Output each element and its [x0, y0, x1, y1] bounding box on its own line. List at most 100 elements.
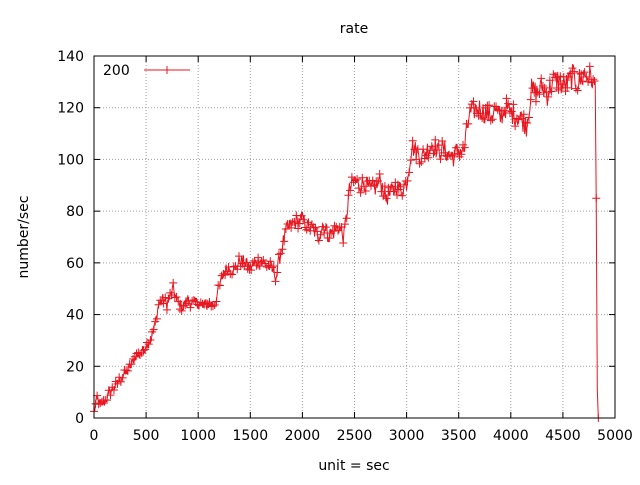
series-200-point [531, 97, 540, 106]
x-tick-label: 2000 [285, 428, 321, 444]
series-200-point [415, 159, 424, 168]
series-200-point [453, 149, 462, 158]
chart-title: rate [340, 21, 368, 37]
series-200-point [354, 184, 363, 193]
series-200-point [262, 262, 271, 271]
series-200-point [445, 150, 454, 159]
series-200-point [278, 245, 287, 254]
series-200-point [162, 305, 171, 314]
series-200-point [254, 253, 263, 262]
series-200-point [525, 113, 534, 122]
series-200-point [235, 252, 244, 261]
series-200-point [290, 217, 299, 226]
series-200-point [432, 145, 441, 154]
y-tick-label: 80 [66, 204, 84, 220]
series-200-point [391, 178, 400, 187]
series-200-point [419, 145, 428, 154]
series-200-point [228, 270, 237, 279]
series-200-point [309, 223, 318, 232]
legend-label-200: 200 [103, 63, 130, 79]
series-200-point [311, 223, 320, 232]
series-200-point [537, 74, 546, 83]
series-200-point [144, 340, 153, 349]
series-200-point [571, 84, 580, 93]
series-200-point [478, 113, 487, 122]
series-200-point [545, 76, 554, 85]
series-200-point [188, 296, 197, 305]
series-200-point [389, 187, 398, 196]
series-200-point [464, 119, 473, 128]
series-200-point [358, 173, 367, 182]
series-200-point [195, 301, 204, 310]
series-200-point [518, 114, 527, 123]
series-200-point [582, 72, 591, 81]
series-200-point [280, 237, 289, 246]
series-200-point [181, 301, 190, 310]
series-200-point [172, 293, 181, 302]
series-200-point [570, 67, 579, 76]
series-200-point [327, 229, 336, 238]
series-200-point [592, 194, 601, 203]
series-200-point [460, 143, 469, 152]
legend: 200 [103, 63, 190, 79]
series-200-point [544, 92, 553, 101]
series-200-point [123, 366, 132, 375]
series-200-point [314, 236, 323, 245]
series-200-point [564, 73, 573, 82]
y-tick-label: 20 [66, 359, 84, 375]
series-200-point [504, 99, 513, 108]
series-200-point [505, 108, 514, 117]
series-200-point [353, 175, 362, 184]
series-200-point [210, 300, 219, 309]
series-200-point [424, 153, 433, 162]
series-200-point [304, 218, 313, 227]
x-axis-label: unit = sec [318, 458, 389, 474]
series-200-point [328, 227, 337, 236]
series-200-point [523, 118, 532, 127]
series-200-point [215, 281, 224, 290]
series-200-point [299, 215, 308, 224]
x-tick-label: 4000 [493, 428, 529, 444]
series-200-point [396, 182, 405, 191]
series-200-point [476, 109, 485, 118]
series-200-point [217, 271, 226, 280]
series-200-point [261, 259, 270, 268]
series-200-point [552, 84, 561, 93]
series-200-point [356, 188, 365, 197]
series-200-point [320, 228, 329, 237]
series-200-point [585, 62, 594, 71]
series-200-point [556, 72, 565, 81]
series-200-point [285, 220, 294, 229]
series-200-point [493, 105, 502, 114]
series-200-point [313, 227, 322, 236]
series-200-point [373, 176, 382, 185]
series-200-point [577, 70, 586, 79]
series-200-point [241, 258, 250, 267]
series-200-point [339, 239, 348, 248]
series-200-point [426, 146, 435, 155]
series-200-point [274, 250, 283, 259]
series-200-point [452, 143, 461, 152]
series-200-point [471, 103, 480, 112]
x-tick-label: 500 [133, 428, 160, 444]
series-200-point [141, 345, 150, 354]
series-200-point [200, 300, 209, 309]
series-200-point [507, 107, 516, 116]
x-tick-label: 1500 [232, 428, 268, 444]
series-200-point [344, 191, 353, 200]
series-200-point [568, 64, 577, 73]
series-200-point [377, 187, 386, 196]
series-200-point [361, 187, 370, 196]
series-200-point [97, 397, 106, 406]
y-axis-label: number/sec [16, 196, 32, 279]
series-200-point [554, 85, 563, 94]
series-200-point [558, 80, 567, 89]
series-200-point [161, 293, 170, 302]
series-200-point [169, 278, 178, 287]
series-200-point [127, 360, 136, 369]
series-200-point [174, 297, 183, 306]
series-200-point [316, 230, 325, 239]
series-200-point [152, 314, 161, 323]
series-200-point [580, 68, 589, 77]
